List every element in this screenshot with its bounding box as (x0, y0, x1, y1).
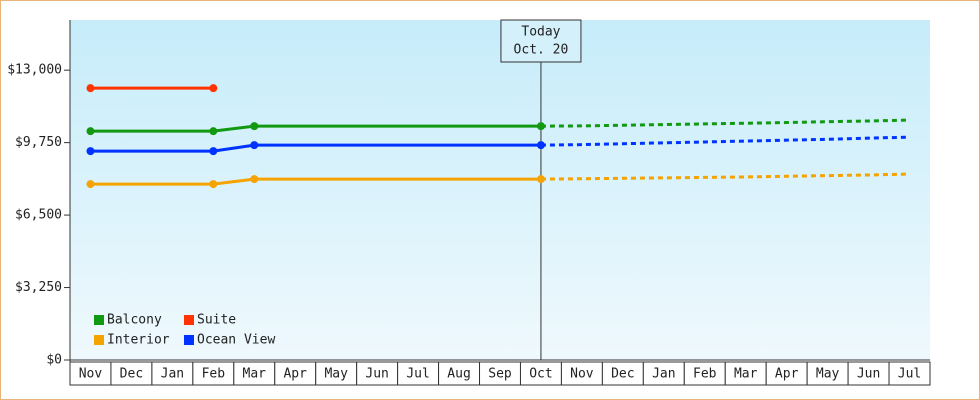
legend-label: Suite (197, 313, 236, 328)
legend-swatch (184, 315, 194, 325)
x-tick-label: Oct (529, 367, 552, 382)
point (86, 127, 95, 136)
x-cell (888, 361, 931, 386)
plot-area (70, 20, 930, 360)
x-tick-label: Jul (898, 367, 921, 382)
x-tick-label: Jan (652, 367, 675, 382)
x-tick-label: Dec (611, 367, 634, 382)
point (209, 127, 218, 136)
legend-swatch (184, 335, 194, 345)
point (209, 84, 218, 93)
x-tick-label: Mar (734, 367, 758, 382)
x-tick-label: Nov (79, 367, 103, 382)
point (536, 141, 545, 150)
forecast-line (540, 135, 910, 147)
x-tick-label: Jan (161, 367, 184, 382)
x-tick-label: May (816, 367, 840, 382)
y-tick-label: $13,000 (7, 63, 62, 78)
forecast-line (540, 118, 910, 128)
legend-swatch (94, 315, 104, 325)
x-tick-label: Jun (365, 367, 388, 382)
legend-swatch (94, 335, 104, 345)
series-line (90, 124, 541, 133)
point (250, 175, 259, 184)
x-tick-label: Jul (406, 367, 429, 382)
point (250, 122, 259, 131)
x-tick-label: Nov (570, 367, 594, 382)
point (250, 141, 259, 150)
point (209, 180, 218, 189)
today-label: Oct. 20 (514, 43, 569, 58)
y-tick-label: $0 (46, 353, 62, 368)
legend-label: Ocean View (197, 333, 275, 348)
legend-label: Balcony (107, 313, 162, 328)
point (86, 147, 95, 156)
series-line (90, 143, 541, 153)
y-tick-label: $6,500 (15, 208, 62, 223)
x-tick-label: Apr (283, 367, 307, 382)
x-tick-label: Feb (202, 367, 226, 382)
today-label: Today (521, 25, 560, 40)
y-tick-label: $3,250 (15, 280, 62, 295)
point (86, 84, 95, 93)
point (536, 122, 545, 131)
x-tick-label: Dec (120, 367, 143, 382)
x-tick-label: Aug (447, 367, 470, 382)
x-tick-label: Sep (488, 367, 512, 382)
x-tick-label: Apr (775, 367, 799, 382)
legend-label: Interior (107, 333, 170, 348)
forecast-line (540, 172, 910, 181)
x-tick-label: May (324, 367, 348, 382)
x-tick-label: Feb (693, 367, 717, 382)
x-tick-label: Mar (243, 367, 267, 382)
point (86, 180, 95, 189)
point (536, 175, 545, 184)
y-tick-label: $9,750 (15, 135, 62, 150)
today-box (500, 19, 582, 63)
series-line (90, 177, 541, 186)
x-tick-label: Jun (857, 367, 880, 382)
point (209, 147, 218, 156)
